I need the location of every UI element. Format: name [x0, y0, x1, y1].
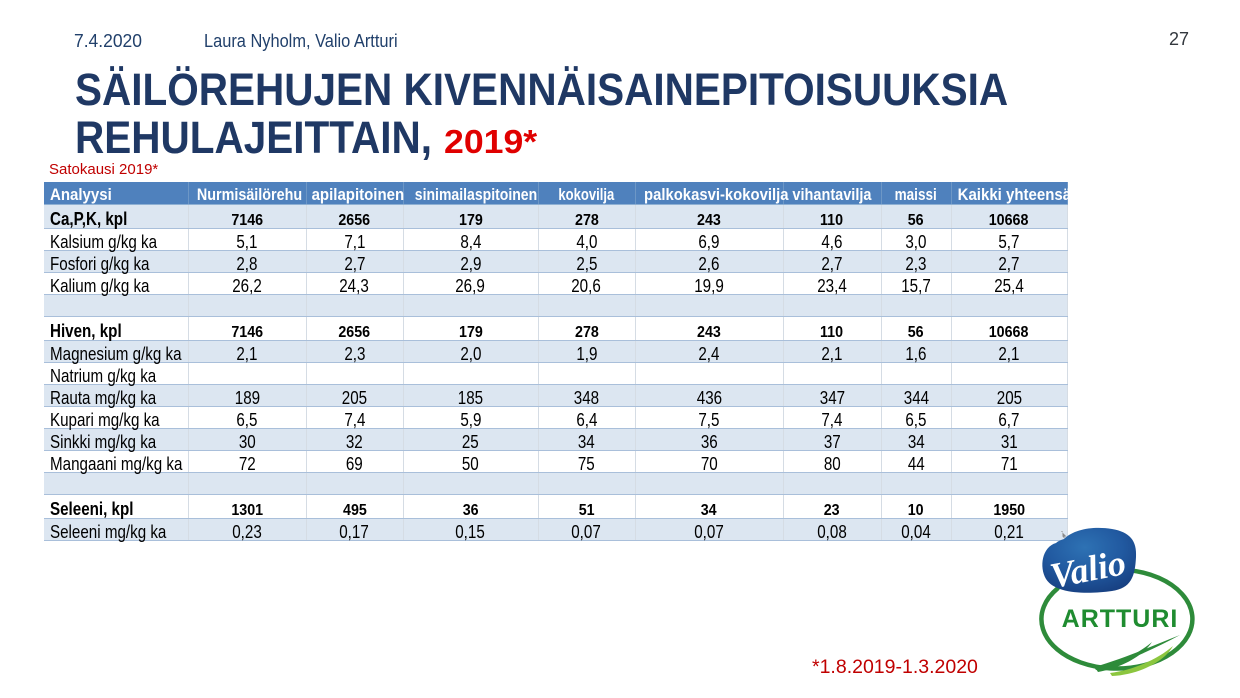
svg-text:ARTTURI: ARTTURI: [1062, 605, 1179, 633]
